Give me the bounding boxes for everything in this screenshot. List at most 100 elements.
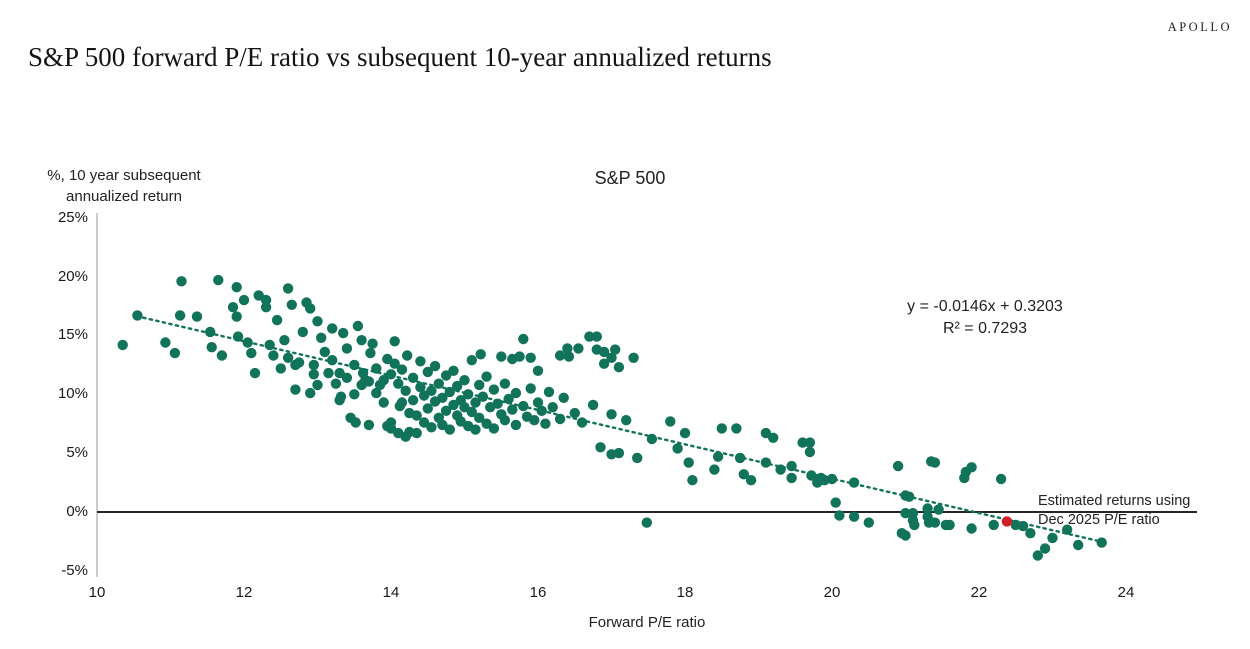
scatter-point	[264, 339, 275, 351]
scatter-point	[547, 402, 558, 413]
scatter-point	[191, 311, 203, 322]
scatter-point	[554, 350, 566, 361]
scatter-point	[260, 302, 272, 313]
scatter-point	[595, 442, 606, 453]
scatter-point	[929, 457, 941, 468]
scatter-point	[610, 344, 621, 355]
y-axis-title: %, 10 year subsequent annualized return	[30, 165, 218, 207]
scatter-point	[470, 397, 481, 408]
scatter-point	[613, 447, 625, 459]
annotation-line1: Estimated returns using	[1038, 493, 1191, 509]
scatter-point	[349, 359, 360, 371]
scatter-point	[293, 357, 305, 368]
scatter-point	[679, 427, 691, 439]
scatter-point	[396, 397, 408, 408]
scatter-point	[613, 362, 625, 373]
scatter-point	[1096, 537, 1107, 548]
scatter-point	[440, 405, 452, 416]
scatter-point	[396, 364, 408, 375]
scatter-point	[525, 352, 536, 363]
scatter-point	[863, 517, 874, 528]
scatter-point	[389, 336, 400, 347]
scatter-point	[459, 375, 470, 386]
scatter-point	[246, 347, 257, 359]
highlight-point	[1001, 516, 1013, 527]
scatter-point	[536, 405, 547, 416]
scatter-point	[775, 464, 786, 475]
scatter-point	[327, 355, 338, 366]
scatter-point	[563, 351, 575, 362]
scatter-point	[477, 391, 489, 402]
scatter-point	[448, 365, 459, 376]
scatter-point	[806, 470, 817, 481]
y-tick-label: -5%	[61, 561, 88, 579]
y-axis-title-line2: annualized return	[66, 188, 182, 205]
scatter-point	[499, 378, 511, 389]
scatter-point	[621, 415, 632, 426]
scatter-point	[466, 406, 477, 418]
scatter-point	[268, 350, 279, 361]
equation-line: y = -0.0146x + 0.3203	[907, 298, 1063, 315]
scatter-point	[966, 523, 977, 534]
scatter-point	[305, 387, 316, 399]
scatter-point	[734, 452, 746, 464]
scatter-point	[909, 519, 920, 531]
scatter-point	[496, 351, 507, 362]
scatter-point	[169, 347, 181, 359]
scatter-point	[641, 517, 652, 528]
scatter-point	[598, 358, 610, 369]
scatter-point	[529, 415, 540, 426]
scatter-point	[327, 323, 338, 334]
scatter-point	[830, 497, 841, 508]
scatter-point	[312, 316, 323, 327]
scatter-point	[562, 343, 573, 354]
scatter-point	[402, 350, 413, 361]
scatter-point	[569, 407, 580, 419]
highlight-annotation: Estimated returns using Dec 2025 P/E rat…	[1038, 492, 1198, 529]
apollo-logo: APOLLO	[1167, 20, 1232, 34]
scatter-point	[488, 384, 500, 395]
x-tick-label: 20	[823, 584, 841, 601]
scatter-point	[966, 462, 977, 473]
scatter-point	[253, 290, 264, 301]
scatter-point	[929, 517, 941, 528]
scatter-point	[848, 477, 860, 488]
page-title: S&P 500 forward P/E ratio vs subsequent …	[28, 42, 772, 72]
scatter-point	[834, 510, 845, 521]
scatter-point	[646, 433, 658, 445]
scatter-point	[944, 519, 955, 531]
scatter-point	[341, 372, 353, 383]
scatter-point	[786, 460, 797, 472]
scatter-point	[672, 443, 683, 454]
scatter-point	[286, 299, 297, 310]
scatter-point	[768, 432, 779, 443]
scatter-point	[426, 422, 437, 433]
scatter-point	[922, 503, 933, 514]
scatter-point	[282, 283, 294, 294]
annotation-line2: Dec 2025 P/E ratio	[1038, 511, 1160, 528]
trendline-equation: y = -0.0146x + 0.3203 R² = 0.7293	[860, 296, 1110, 340]
scatter-point	[904, 491, 915, 502]
scatter-point	[232, 331, 244, 342]
scatter-point	[532, 397, 544, 408]
scatter-point	[687, 475, 698, 486]
scatter-point	[481, 371, 492, 382]
scatter-point	[455, 416, 466, 427]
scatter-point	[503, 393, 514, 405]
scatter-point	[892, 460, 904, 472]
scatter-point	[804, 446, 816, 458]
scatter-point	[797, 437, 808, 448]
scatter-point	[628, 352, 639, 363]
scatter-point	[312, 379, 323, 391]
scatter-point	[716, 423, 727, 434]
scatter-point	[525, 383, 536, 394]
scatter-point	[271, 314, 283, 326]
scatter-point	[176, 276, 187, 287]
scatter-point	[216, 350, 228, 361]
scatter-point	[584, 331, 595, 342]
scatter-point	[242, 337, 253, 348]
scatter-point	[540, 418, 551, 429]
scatter-point	[576, 417, 588, 428]
scatter-point	[429, 360, 441, 372]
